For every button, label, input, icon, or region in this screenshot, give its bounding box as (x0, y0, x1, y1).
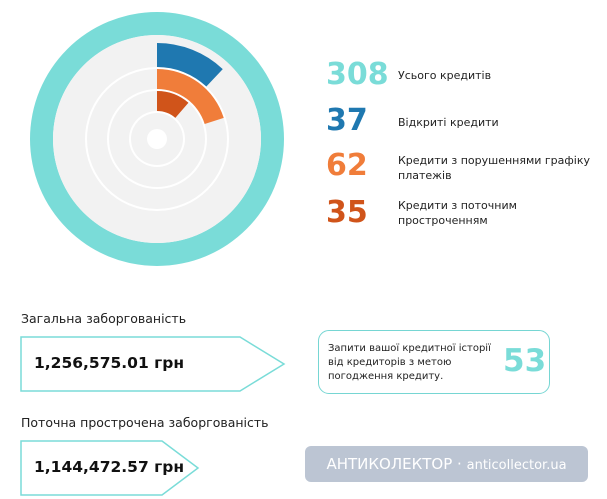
requests-text: Запити вашої кредитної історії від креди… (328, 343, 491, 382)
total-debt-title: Загальна заборгованість (21, 311, 187, 326)
ring-arc-overdue (157, 91, 189, 118)
total-debt-box: 1,256,575.01 грн (20, 336, 286, 392)
arrow-box-outline (20, 336, 286, 392)
stat-open-value: 37 (326, 103, 368, 138)
credit-ring-chart (30, 12, 284, 266)
watermark-separator: · (457, 455, 462, 473)
stat-open-label: Відкриті кредити (398, 116, 499, 129)
total-debt-amount: 1,256,575.01 грн (34, 354, 185, 372)
requests-count: 53 (503, 343, 547, 379)
stat-violations-label: Кредити з порушеннями графіку платежів (398, 154, 591, 182)
watermark-brand: АНТИКОЛЕКТОР (326, 455, 453, 473)
ring-arc-violations (157, 69, 224, 124)
stat-violations-value: 62 (326, 148, 368, 183)
ring-arc-open (157, 43, 223, 87)
credit-history-requests-box: Запити вашої кредитної історії від креди… (318, 330, 550, 394)
watermark: АНТИКОЛЕКТОР · anticollector.ua (305, 446, 588, 482)
stat-overdue-value: 35 (326, 195, 368, 230)
ring-center (147, 129, 167, 149)
overdue-debt-box: 1,144,472.57 грн (20, 440, 286, 496)
stat-total-label: Усього кредитів (398, 69, 492, 82)
watermark-site: anticollector.ua (466, 458, 567, 473)
stat-overdue-label: Кредити з поточним простроченням (398, 199, 517, 227)
stat-total-value: 308 (326, 57, 389, 92)
overdue-debt-amount: 1,144,472.57 грн (34, 458, 185, 476)
arrow-box-outline (20, 440, 200, 496)
overdue-debt-title: Поточна прострочена заборгованість (21, 415, 269, 430)
